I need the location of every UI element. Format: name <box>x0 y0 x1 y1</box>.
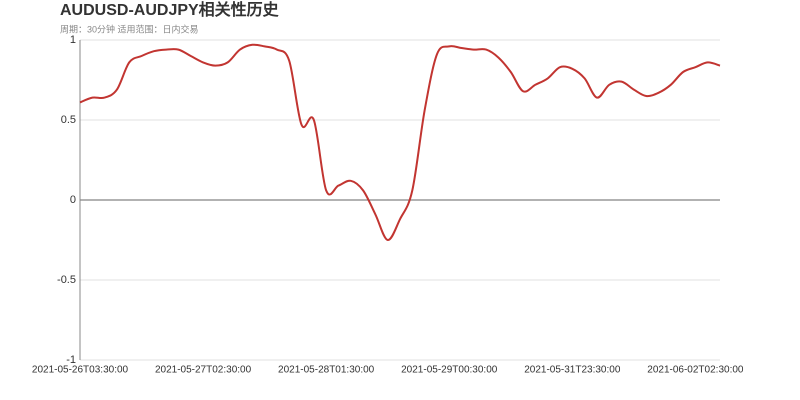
chart-subtitle: 周期：30分钟 适用范围：日内交易 <box>60 23 199 34</box>
y-tick-label: 0.5 <box>61 114 76 126</box>
x-tick-label: 2021-05-31T23:30:00 <box>524 365 621 376</box>
x-tick-label: 2021-05-28T01:30:00 <box>278 365 375 376</box>
x-tick-label: 2021-05-26T03:30:00 <box>32 365 129 376</box>
y-tick-label: -0.5 <box>57 274 76 286</box>
y-tick-label: -1 <box>66 354 76 366</box>
x-tick-label: 2021-05-29T00:30:00 <box>401 365 498 376</box>
series-line <box>79 43 721 241</box>
y-tick-label: 1 <box>70 34 76 46</box>
y-tick-label: 0 <box>70 194 76 206</box>
x-tick-label: 2021-05-27T02:30:00 <box>155 365 252 376</box>
x-tick-label: 2021-06-02T02:30:00 <box>647 365 744 376</box>
chart-title: AUDUSD-AUDJPY相关性历史 <box>60 0 280 19</box>
